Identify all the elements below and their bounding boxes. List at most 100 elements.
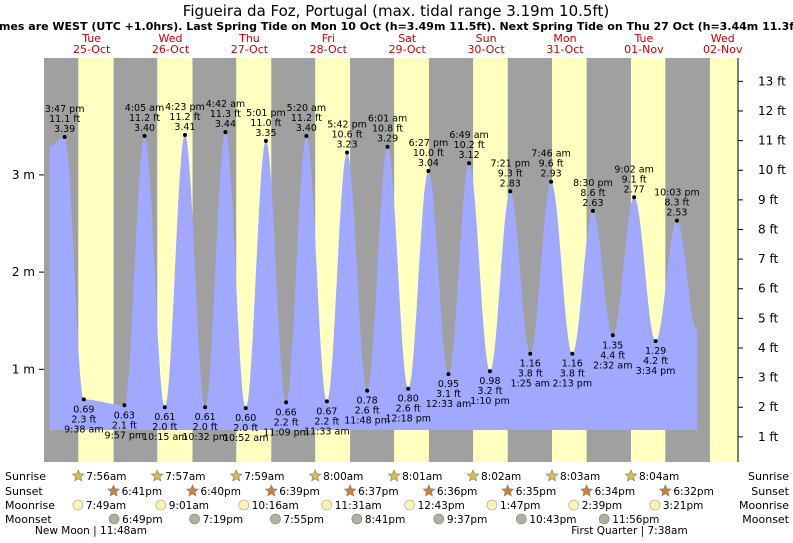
tide-point bbox=[324, 399, 329, 404]
tide-curve bbox=[49, 132, 698, 430]
day-date: 31-Oct bbox=[546, 43, 584, 56]
tide-height-m: 1.16 bbox=[520, 359, 541, 370]
tide-height-ft: 11.3 ft bbox=[210, 109, 241, 120]
tide-point bbox=[674, 218, 679, 223]
moonset-icon bbox=[189, 513, 200, 525]
sunrise-icon bbox=[150, 469, 164, 482]
right-tick-label: 2 ft bbox=[758, 400, 778, 414]
chart-subtitle: Times are WEST (UTC +1.0hrs). Last Sprin… bbox=[0, 20, 793, 33]
moonset-time: 8:41pm bbox=[365, 514, 405, 526]
tide-height-m: 0.61 bbox=[195, 412, 216, 423]
sunrise-time: 7:59am bbox=[244, 471, 284, 483]
tide-point bbox=[365, 388, 370, 393]
tide-height-m: 0.61 bbox=[154, 412, 175, 423]
tide-point bbox=[243, 406, 248, 411]
right-tick-label: 6 ft bbox=[758, 282, 778, 296]
tide-height-m: 0.78 bbox=[357, 396, 378, 407]
tide-height-m: 3.12 bbox=[458, 150, 479, 161]
moonrise-time: 9:01am bbox=[169, 500, 209, 512]
sunset-time: 6:34pm bbox=[595, 486, 635, 498]
tide-point bbox=[508, 189, 513, 194]
sunset-icon bbox=[343, 484, 357, 497]
tide-time: 2:13 pm bbox=[552, 379, 592, 390]
row-label-right: Moonset bbox=[742, 513, 789, 526]
tide-time: 10:15 am bbox=[142, 432, 187, 443]
sunrise-icon bbox=[71, 469, 85, 482]
moonrise-icon bbox=[404, 499, 415, 511]
tide-time: 7:46 am bbox=[531, 149, 570, 160]
sunset-icon bbox=[186, 484, 199, 497]
tide-height-ft: 11.2 ft bbox=[129, 113, 160, 124]
tide-height-m: 3.29 bbox=[377, 134, 398, 145]
moonrise-time: 2:39pm bbox=[582, 500, 622, 512]
tide-height-ft: 11.1 ft bbox=[49, 114, 80, 125]
sunrise-time: 8:02am bbox=[481, 471, 521, 483]
tide-point bbox=[62, 134, 67, 139]
tide-height-m: 2.77 bbox=[624, 184, 645, 195]
tide-point bbox=[590, 208, 595, 213]
tide-point bbox=[570, 351, 575, 356]
moonrise-icon bbox=[321, 499, 333, 511]
day-name: Tue bbox=[633, 32, 653, 45]
tide-height-m: 3.04 bbox=[418, 158, 439, 169]
tide-height-m: 3.23 bbox=[336, 140, 357, 151]
sunrise-icon bbox=[624, 469, 638, 482]
chart-title: Figueira da Foz, Portugal (max. tidal ra… bbox=[183, 2, 609, 20]
moonrise-icon bbox=[649, 499, 661, 511]
moonset-icon bbox=[108, 513, 120, 525]
tide-height-ft: 9.1 ft bbox=[622, 174, 647, 185]
right-tick-label: 10 ft bbox=[758, 163, 786, 177]
tide-time: 10:52 am bbox=[223, 433, 268, 444]
tide-height-m: 2.93 bbox=[541, 169, 562, 180]
tide-height-m: 0.98 bbox=[479, 376, 500, 387]
sunrise-time: 8:03am bbox=[560, 471, 600, 483]
day-name: Wed bbox=[711, 32, 735, 45]
row-label-left: Sunrise bbox=[5, 470, 46, 483]
moonset-time: 9:37pm bbox=[447, 514, 487, 526]
tide-point bbox=[549, 179, 554, 184]
sunset-icon bbox=[501, 484, 515, 497]
moonrise-icon bbox=[155, 499, 167, 511]
tide-point bbox=[142, 134, 147, 139]
tide-height-m: 2.83 bbox=[500, 178, 521, 189]
tide-time: 4:05 am bbox=[125, 103, 164, 114]
tide-area bbox=[49, 132, 698, 430]
day-name: Fri bbox=[322, 32, 335, 45]
moonset-icon bbox=[351, 513, 363, 525]
tide-point bbox=[426, 169, 431, 174]
sunset-time: 6:39pm bbox=[279, 486, 319, 498]
tide-time: 10:03 pm bbox=[654, 188, 700, 199]
moonset-icon bbox=[433, 513, 445, 525]
sunrise-time: 8:01am bbox=[402, 471, 442, 483]
tide-height-ft: 2.6 ft bbox=[355, 406, 380, 417]
tide-point bbox=[223, 130, 228, 135]
tide-height-ft: 2.6 ft bbox=[396, 404, 421, 415]
tide-height-ft: 9.3 ft bbox=[498, 168, 523, 179]
sunrise-time: 8:04am bbox=[639, 471, 679, 483]
tide-time: 9:38 am bbox=[64, 424, 103, 435]
tide-height-m: 2.63 bbox=[582, 198, 603, 209]
tide-time: 1:10 pm bbox=[470, 396, 510, 407]
tide-time: 12:33 am bbox=[426, 399, 471, 410]
tide-point bbox=[487, 369, 492, 374]
day-date: 26-Oct bbox=[152, 43, 190, 56]
tide-height-m: 0.95 bbox=[438, 379, 459, 390]
tide-height-ft: 2.1 ft bbox=[112, 420, 137, 431]
tide-time: 11:09 pm bbox=[263, 427, 309, 438]
day-name: Mon bbox=[553, 32, 576, 45]
right-tick-label: 9 ft bbox=[758, 193, 778, 207]
sunset-icon bbox=[658, 484, 672, 497]
row-label-right: Sunrise bbox=[748, 470, 789, 483]
day-date: 29-Oct bbox=[389, 43, 427, 56]
moonset-time: 7:55pm bbox=[283, 514, 323, 526]
tide-height-ft: 8.3 ft bbox=[664, 198, 689, 209]
tide-height-ft: 11.2 ft bbox=[169, 112, 200, 123]
day-labels: Tue25-OctWed26-OctThu27-OctFri28-OctSat2… bbox=[73, 32, 743, 56]
moonset-time: 10:43pm bbox=[529, 514, 576, 526]
right-tick-label: 13 ft bbox=[758, 74, 786, 88]
sunrise-time: 7:57am bbox=[165, 471, 205, 483]
tide-height-ft: 3.8 ft bbox=[560, 369, 585, 380]
moonrise-time: 11:31am bbox=[335, 500, 382, 512]
row-label-right: Moonrise bbox=[739, 499, 789, 512]
